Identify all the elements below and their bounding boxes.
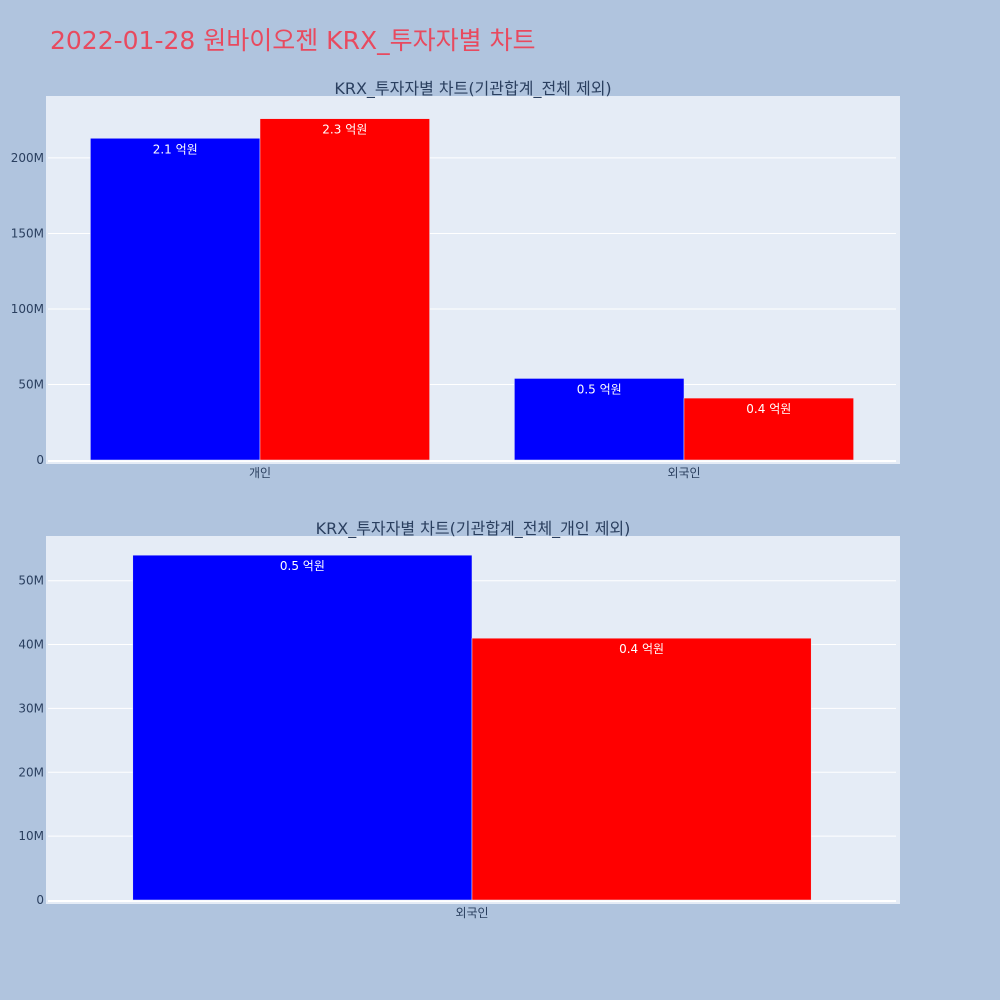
y-tick-label: 40M — [18, 638, 44, 652]
bar[interactable] — [132, 554, 473, 901]
bar[interactable] — [90, 138, 261, 461]
x-category-label: 개인 — [249, 466, 271, 480]
subplot-title: KRX_투자자별 차트(기관합계_전체 제외) — [334, 79, 611, 99]
bar[interactable] — [471, 637, 812, 901]
y-tick-label: 10M — [18, 829, 44, 843]
bar-value-label: 2.1 억원 — [153, 142, 198, 156]
page-title: 2022-01-28 원바이오젠 KRX_투자자별 차트 — [50, 26, 536, 55]
y-tick-label: 50M — [18, 574, 44, 588]
y-tick-label: 200M — [11, 151, 44, 165]
bar[interactable] — [683, 397, 854, 461]
y-tick-label: 0 — [36, 893, 44, 907]
bar[interactable] — [514, 378, 685, 461]
y-tick-label: 20M — [18, 765, 44, 779]
y-tick-label: 150M — [11, 226, 44, 240]
bar-value-label: 0.5 억원 — [280, 559, 325, 573]
y-tick-label: 50M — [18, 377, 44, 391]
y-tick-label: 0 — [36, 453, 44, 467]
bar[interactable] — [259, 118, 430, 461]
x-category-label: 외국인 — [667, 466, 700, 480]
y-tick-label: 100M — [11, 302, 44, 316]
bar-value-label: 0.4 억원 — [619, 642, 664, 656]
bar-value-label: 0.5 억원 — [577, 382, 622, 396]
bar-value-label: 2.3 억원 — [322, 123, 367, 137]
y-tick-label: 30M — [18, 701, 44, 715]
bar-value-label: 0.4 억원 — [746, 402, 791, 416]
subplot-title: KRX_투자자별 차트(기관합계_전체_개인 제외) — [316, 519, 631, 539]
x-category-label: 외국인 — [455, 906, 488, 920]
